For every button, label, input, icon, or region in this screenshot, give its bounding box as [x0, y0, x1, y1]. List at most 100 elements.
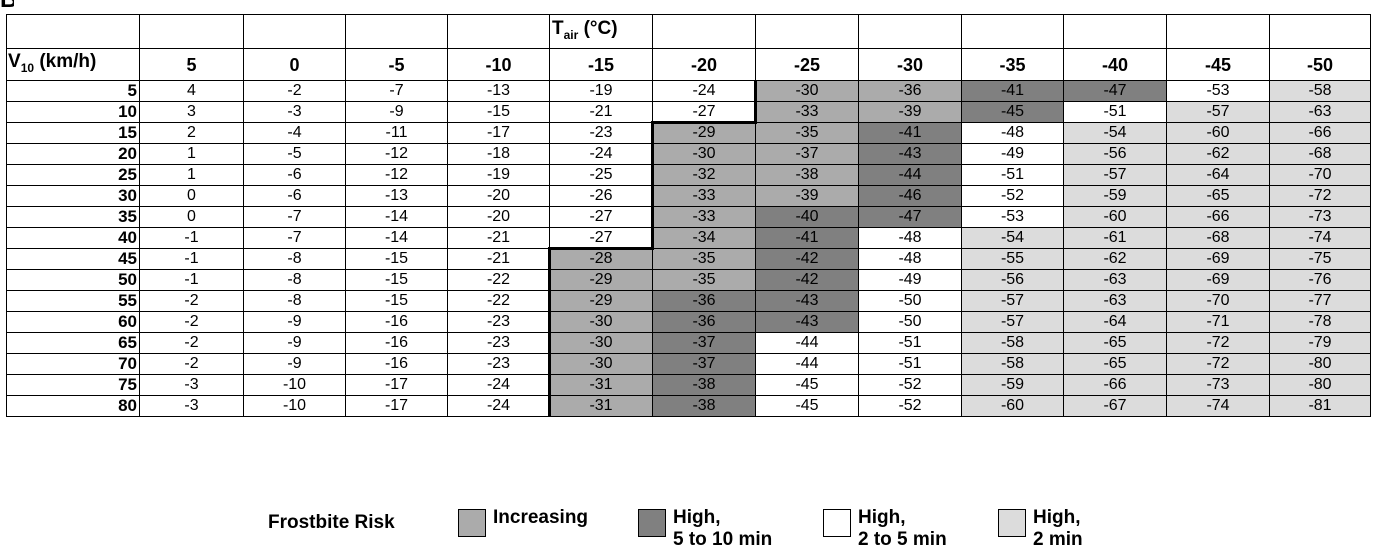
header-blank-cell [1063, 14, 1167, 49]
legend-swatch [998, 509, 1026, 537]
wind-chill-cell: -13 [447, 80, 550, 102]
wind-chill-cell: -19 [549, 80, 653, 102]
wind-chill-cell: -48 [961, 122, 1064, 144]
wind-chill-cell: -51 [961, 164, 1064, 186]
header-blank-cell [961, 14, 1064, 49]
legend-label: High, 5 to 10 min [673, 507, 773, 550]
wind-chill-cell: -65 [1063, 353, 1167, 375]
wind-chill-cell: -7 [345, 80, 448, 102]
wind-chill-cell: -33 [652, 185, 756, 207]
wind-chill-cell: -45 [961, 101, 1064, 123]
wind-chill-cell: -23 [447, 332, 550, 354]
wind-chill-cell: -17 [345, 395, 448, 417]
panel-label: B [0, 0, 14, 10]
wind-chill-cell: -57 [1063, 164, 1167, 186]
wind-chill-cell: -56 [1063, 143, 1167, 165]
wind-chill-cell: -49 [858, 269, 962, 291]
temperature-header-cell: -40 [1063, 48, 1167, 81]
wind-chill-cell: -38 [652, 374, 756, 396]
wind-chill-cell: -16 [345, 353, 448, 375]
wind-chill-cell: -50 [858, 311, 962, 333]
wind-chill-cell: -27 [652, 101, 756, 123]
wind-speed-cell: 40 [6, 227, 140, 249]
wind-chill-cell: -68 [1269, 143, 1371, 165]
air-temperature-label: Tair (°C) [549, 14, 653, 49]
wind-chill-cell: -25 [549, 164, 653, 186]
wind-chill-cell: -24 [652, 80, 756, 102]
wind-chill-cell: -37 [652, 332, 756, 354]
wind-speed-cell: 60 [6, 311, 140, 333]
wind-chill-cell: -52 [858, 395, 962, 417]
wind-chill-cell: -13 [345, 185, 448, 207]
wind-chill-cell: -37 [755, 143, 859, 165]
wind-chill-cell: -54 [1063, 122, 1167, 144]
wind-chill-cell: -60 [961, 395, 1064, 417]
wind-chill-cell: -7 [243, 206, 346, 228]
header-blank-cell [652, 14, 756, 49]
wind-chill-cell: -7 [243, 227, 346, 249]
wind-chill-cell: -55 [961, 248, 1064, 270]
wind-chill-cell: -81 [1269, 395, 1371, 417]
table-row: 20 1 -5 -12 -18 -24 -30 -37 -43 -49 -56 -62 -68 [6, 143, 1371, 165]
header-blank-cell [858, 14, 962, 49]
wind-chill-cell: -72 [1166, 332, 1270, 354]
wind-chill-cell: -41 [755, 227, 859, 249]
table-row: 75 -3 -10 -17 -24 -31 -38 -45 -52 -59 -66 -73 -80 [6, 374, 1371, 396]
legend-swatch [638, 509, 666, 537]
wind-chill-cell: -21 [549, 101, 653, 123]
wind-chill-cell: -42 [755, 269, 859, 291]
temperature-header-cell: -50 [1269, 48, 1371, 81]
wind-chill-cell: -1 [139, 248, 244, 270]
wind-chill-cell: -16 [345, 311, 448, 333]
wind-chill-cell: -50 [858, 290, 962, 312]
temperature-header-cell: -35 [961, 48, 1064, 81]
wind-chill-cell: -45 [755, 374, 859, 396]
wind-chill-table: Tair (°C) V10 (km/h) 5 0 -5 -10 -15 -20 -25 -30 -3… [6, 14, 1371, 417]
wind-chill-cell: -60 [1166, 122, 1270, 144]
wind-chill-cell: -3 [139, 395, 244, 417]
wind-chill-cell: 1 [139, 164, 244, 186]
wind-chill-cell: -48 [858, 248, 962, 270]
wind-speed-cell: 35 [6, 206, 140, 228]
wind-chill-cell: -35 [652, 269, 756, 291]
wind-chill-cell: -15 [345, 248, 448, 270]
wind-chill-cell: -44 [755, 353, 859, 375]
wind-chill-cell: -52 [858, 374, 962, 396]
header-blank-cell [447, 14, 550, 49]
wind-chill-cell: -59 [1063, 185, 1167, 207]
temperature-header-cell: -10 [447, 48, 550, 81]
wind-chill-cell: -36 [652, 290, 756, 312]
wind-chill-cell: -35 [652, 248, 756, 270]
wind-chill-cell: -51 [1063, 101, 1167, 123]
table-row: 60 -2 -9 -16 -23 -30 -36 -43 -50 -57 -64 -71 -78 [6, 311, 1371, 333]
temp-unit: (°C) [578, 17, 618, 39]
table-row: 50 -1 -8 -15 -22 -29 -35 -42 -49 -56 -63 -69 -76 [6, 269, 1371, 291]
wind-chill-cell: -21 [447, 227, 550, 249]
wind-chill-cell: -11 [345, 122, 448, 144]
wind-chill-cell: -17 [345, 374, 448, 396]
wind-chill-cell: -12 [345, 164, 448, 186]
wind-chill-cell: -47 [858, 206, 962, 228]
wind-speed-cell: 80 [6, 395, 140, 417]
wind-chill-cell: -77 [1269, 290, 1371, 312]
wind-chill-cell: -40 [755, 206, 859, 228]
table-row: 40 -1 -7 -14 -21 -27 -34 -41 -48 -54 -61 -68 -74 [6, 227, 1371, 249]
wind-chill-cell: -75 [1269, 248, 1371, 270]
table-row: 45 -1 -8 -15 -21 -28 -35 -42 -48 -55 -62 -69 -75 [6, 248, 1371, 270]
wind-speed-cell: 75 [6, 374, 140, 396]
header-blank-cell [139, 14, 244, 49]
wind-chill-cell: -43 [755, 311, 859, 333]
wind-chill-cell: -36 [858, 80, 962, 102]
header-blank-cell [243, 14, 346, 49]
wind-chill-cell: -33 [652, 206, 756, 228]
legend-swatch [458, 509, 486, 537]
wind-speed-cell: 45 [6, 248, 140, 270]
wind-chill-cell: -46 [858, 185, 962, 207]
wind-speed-cell: 5 [6, 80, 140, 102]
wind-chill-cell: -37 [652, 353, 756, 375]
wind-chill-cell: -20 [447, 185, 550, 207]
wind-chill-cell: -68 [1166, 227, 1270, 249]
table-row: 55 -2 -8 -15 -22 -29 -36 -43 -50 -57 -63 -70 -77 [6, 290, 1371, 312]
wind-chill-cell: -3 [243, 101, 346, 123]
wind-chill-cell: -32 [652, 164, 756, 186]
